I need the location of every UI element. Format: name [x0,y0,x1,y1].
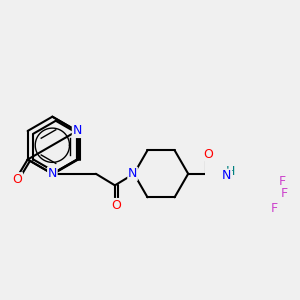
Text: F: F [278,176,286,188]
Text: O: O [111,199,121,212]
Text: F: F [280,187,288,200]
Text: N: N [72,124,82,137]
Text: O: O [204,148,214,160]
Text: O: O [13,173,22,186]
Text: N: N [48,167,57,180]
Text: N: N [222,169,232,182]
Text: N: N [128,167,137,180]
Text: H: H [226,165,235,178]
Text: F: F [270,202,278,215]
